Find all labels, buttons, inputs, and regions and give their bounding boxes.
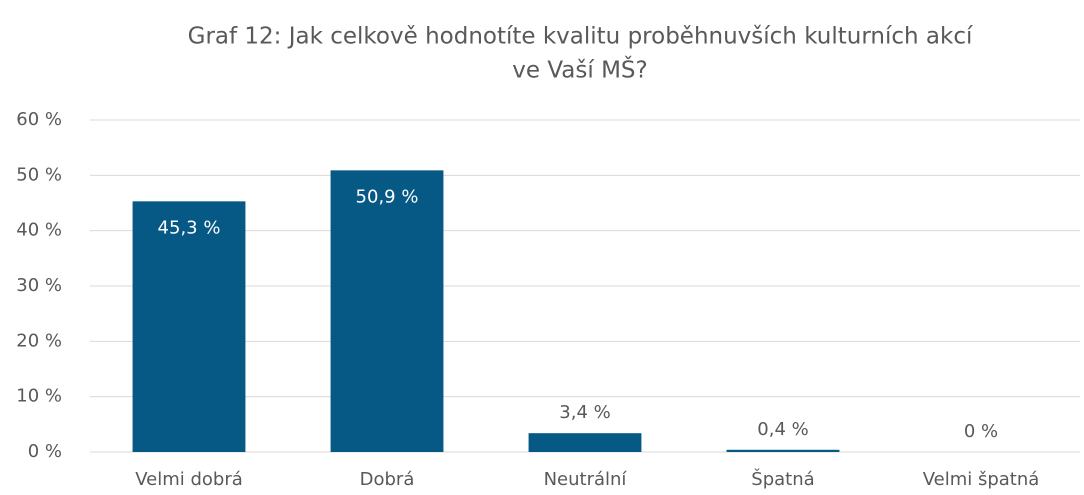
x-tick-label: Špatná <box>751 468 814 490</box>
bar <box>330 170 444 452</box>
y-tick-label: 40 % <box>16 220 62 241</box>
y-tick-label: 20 % <box>16 330 62 351</box>
bar <box>528 433 642 452</box>
y-tick-label: 30 % <box>16 275 62 296</box>
x-tick-label: Neutrální <box>544 469 628 490</box>
data-label: 3,4 % <box>559 402 610 423</box>
data-label: 45,3 % <box>158 217 221 238</box>
data-label: 0,4 % <box>757 419 808 440</box>
x-tick-label: Velmi dobrá <box>135 469 243 490</box>
chart-title: Graf 12: Jak celkově hodnotíte kvalitu p… <box>188 24 973 50</box>
bar <box>132 201 246 452</box>
y-tick-label: 50 % <box>16 164 62 185</box>
y-tick-label: 10 % <box>16 386 62 407</box>
data-label: 50,9 % <box>356 186 419 207</box>
y-tick-label: 60 % <box>16 109 62 130</box>
y-tick-label: 0 % <box>28 441 62 462</box>
x-tick-label: Dobrá <box>360 469 415 490</box>
data-label: 0 % <box>964 421 998 442</box>
bar <box>726 449 840 452</box>
x-tick-label: Velmi špatná <box>923 469 1040 490</box>
chart-title: ve Vaší MŠ? <box>512 56 647 84</box>
